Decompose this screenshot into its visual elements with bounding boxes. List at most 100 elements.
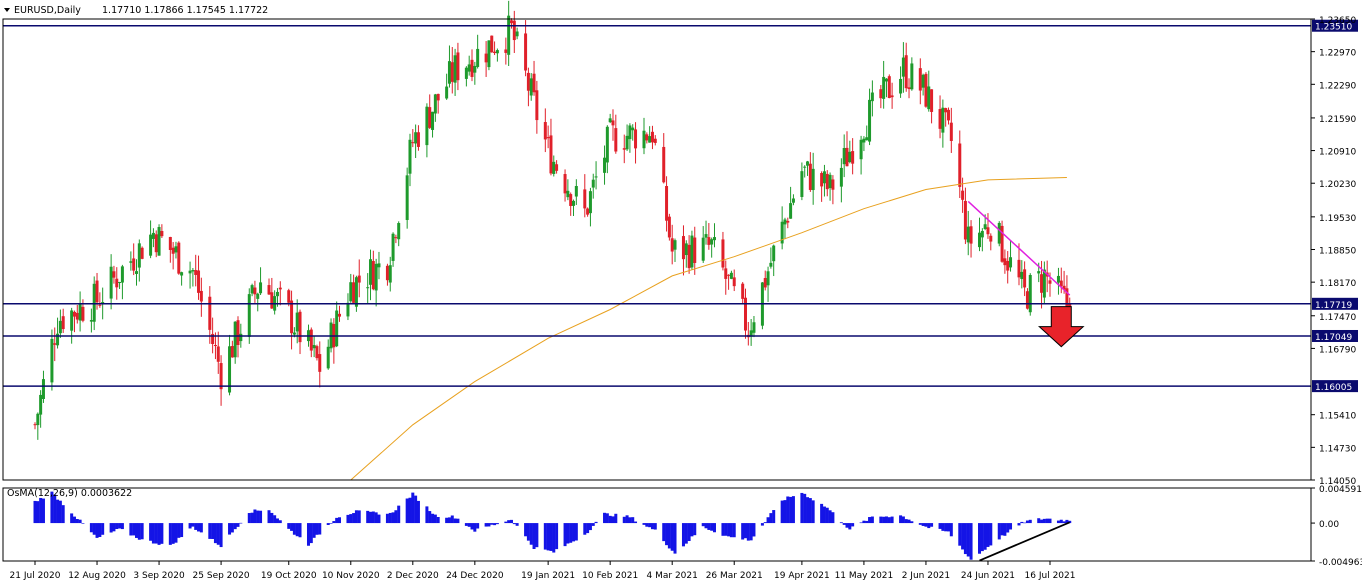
candle-body [72,311,76,317]
candle-body [1023,269,1027,288]
candle-body [583,189,587,209]
candle-body [806,161,810,166]
time-axis-label: 10 Nov 2020 [322,571,380,581]
candle-body [504,49,508,53]
osma-bar [966,523,970,557]
osma-bar [456,518,460,524]
candle-body [484,53,488,63]
price-axis-label: 1.14730 [1319,444,1356,454]
candle-body [653,138,657,143]
time-axis-label: 26 Mar 2021 [706,571,763,581]
osma-bar [1045,518,1049,524]
osma-bar [825,507,829,524]
osma-bar [572,523,576,542]
symbol-label: EURUSD,Daily [14,5,81,16]
candle-body [292,332,296,335]
osma-bar [831,512,835,524]
osma-bar [628,517,632,524]
candle-body [509,20,513,24]
candle-body [690,235,694,268]
osma-bar [515,523,519,526]
osma-bar [371,511,375,524]
candle-body [961,190,965,200]
menu-triangle-icon[interactable] [4,8,10,12]
osma-bar [33,500,37,524]
osma-bar [887,517,891,524]
candle-body [572,200,576,206]
price-axis-label: 1.18850 [1319,247,1356,257]
candle-body [800,171,804,197]
osma-bar [256,510,260,524]
candle-body [315,346,319,359]
candle-body [1017,259,1021,278]
price-axis-label: 1.19530 [1319,214,1356,224]
osma-bar [822,506,826,524]
osma-bar [980,523,984,552]
osma-bar [667,523,671,549]
candle-body [786,220,790,223]
price-axis-label: 1.15410 [1319,412,1356,422]
resistance-trendline[interactable] [967,200,1071,296]
time-axis-label: 4 Mar 2021 [647,571,698,581]
oscillator-trendline[interactable] [979,521,1071,562]
osma-bar [529,523,533,545]
candle-body [808,163,812,190]
osma-bar [603,512,607,524]
osma-bar [50,491,54,524]
candle-body [591,179,595,188]
candle-body [445,86,449,99]
osma-bar [306,523,310,546]
candle-body [1065,288,1069,307]
candle-body [969,226,973,244]
candle-body [120,266,124,283]
osma-bar [112,523,116,532]
candle-body [149,234,153,256]
candle-body [33,424,37,426]
osma-bar [546,523,550,551]
osma-bar [239,522,243,524]
osma-bar [749,523,753,541]
time-axis-label: 12 Aug 2020 [68,571,126,581]
candle-body [766,271,770,286]
candle-body [825,173,829,190]
candle-body [312,345,316,349]
candle-body [335,310,339,347]
candle-body [115,278,119,288]
candle-body [614,128,618,152]
down-arrow-icon [1037,306,1085,348]
candle-body [1059,280,1063,287]
osma-bar [588,523,592,531]
osma-bar [180,523,184,538]
osma-bar [1009,523,1013,530]
candle-body [236,320,240,345]
osma-bar [154,523,158,544]
candle-body [388,265,392,283]
candle-body [634,129,638,149]
osma-bar [53,494,57,524]
candle-body [487,40,491,68]
candle-body [845,147,849,167]
osma-bar [845,523,849,528]
candle-body [927,86,931,110]
candle-body [772,245,776,262]
candle-body [569,194,573,206]
candle-body [247,294,251,337]
candle-body [958,143,962,187]
osma-bar [549,523,553,551]
candle-body [769,262,773,267]
candle-body [741,283,745,299]
candle-body [588,191,592,214]
osma-bar [70,513,74,524]
osma-bar [414,495,418,524]
osma-bar [543,523,547,550]
osma-bar [811,500,815,524]
candle-body [611,120,615,126]
osma-bar [684,523,688,544]
candle-body [194,270,198,275]
candle-body [884,78,888,82]
candle-body [749,330,753,337]
candle-body [318,354,322,372]
candle-body [160,230,164,237]
candle-body [349,282,353,302]
candle-body [930,89,934,112]
